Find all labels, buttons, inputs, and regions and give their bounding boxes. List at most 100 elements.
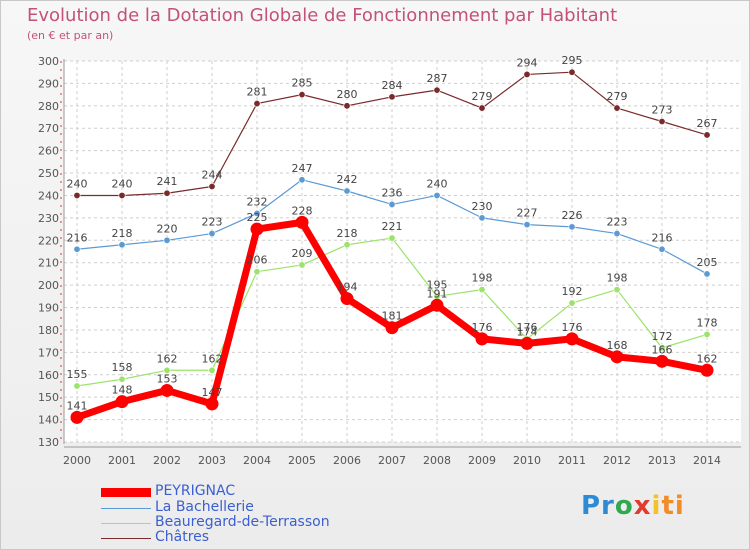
point-peyrignac-2000	[70, 410, 84, 424]
x-tick-label-2008: 2008	[423, 454, 451, 467]
data-label-chatres-2005: 285	[292, 77, 313, 90]
data-label-peyrignac-2002: 153	[157, 372, 178, 385]
legend-swatch-bachellerie	[101, 508, 151, 509]
point-chatres-2010	[523, 70, 531, 78]
point-chatres-2014	[703, 131, 711, 139]
point-peyrignac-2013	[655, 354, 669, 368]
data-label-beauregard-2000: 155	[67, 368, 88, 381]
point-bachellerie-2014	[703, 270, 711, 278]
point-chatres-2005	[298, 91, 306, 99]
data-label-beauregard-2004: 206	[247, 254, 268, 267]
point-chatres-2009	[478, 104, 486, 112]
data-label-beauregard-2009: 198	[472, 272, 493, 285]
point-bachellerie-2002	[163, 236, 171, 244]
data-label-chatres-2004: 281	[247, 86, 268, 99]
legend-swatch-chatres	[101, 538, 151, 539]
point-chatres-2000	[73, 191, 81, 199]
point-beauregard-2005	[298, 261, 306, 269]
x-tick-label-2013: 2013	[648, 454, 676, 467]
data-label-beauregard-2003: 162	[202, 352, 223, 365]
data-label-chatres-2011: 295	[562, 54, 583, 67]
point-bachellerie-2001	[118, 241, 126, 249]
data-label-bachellerie-2003: 223	[202, 216, 223, 229]
y-tick-label-280: 280	[38, 100, 59, 113]
data-label-peyrignac-2004: 225	[247, 211, 268, 224]
y-tick-label-290: 290	[38, 77, 59, 90]
point-peyrignac-2003	[205, 397, 219, 411]
data-label-bachellerie-2011: 226	[562, 209, 583, 222]
data-label-peyrignac-2005: 228	[292, 204, 313, 217]
point-peyrignac-2008	[430, 298, 444, 312]
data-label-beauregard-2012: 198	[607, 272, 628, 285]
x-tick-label-2011: 2011	[558, 454, 586, 467]
point-chatres-2013	[658, 118, 666, 126]
y-tick-label-230: 230	[38, 212, 59, 225]
y-tick-label-170: 170	[38, 346, 59, 359]
point-beauregard-2013	[658, 344, 666, 352]
brand-part-4: i	[651, 491, 662, 521]
point-chatres-2006	[343, 102, 351, 110]
legend-item-beauregard: Beauregard-de-Terrasson	[101, 514, 401, 531]
y-tick-label-130: 130	[38, 436, 59, 449]
data-label-peyrignac-2009: 176	[472, 321, 493, 334]
legend-label-bachellerie: La Bachellerie	[155, 499, 254, 515]
data-label-beauregard-2011: 192	[562, 285, 583, 298]
legend-item-peyrignac: PEYRIGNAC	[101, 483, 401, 500]
data-label-chatres-2012: 279	[607, 90, 628, 103]
data-label-peyrignac-2006: 194	[337, 281, 358, 294]
point-chatres-2003	[208, 183, 216, 191]
data-label-chatres-2010: 294	[517, 56, 538, 69]
point-bachellerie-2013	[658, 245, 666, 253]
y-tick-label-260: 260	[38, 145, 59, 158]
point-beauregard-2012	[613, 286, 621, 294]
point-peyrignac-2005	[295, 215, 309, 229]
point-peyrignac-2004	[250, 222, 264, 236]
data-label-chatres-2002: 241	[157, 175, 178, 188]
data-label-beauregard-2001: 158	[112, 361, 133, 374]
data-label-chatres-2006: 280	[337, 88, 358, 101]
brand-part-1: Pr	[581, 491, 615, 521]
data-label-bachellerie-2012: 223	[607, 216, 628, 229]
y-tick-label-300: 300	[38, 55, 59, 68]
data-label-chatres-2014: 267	[697, 117, 718, 130]
data-label-peyrignac-2007: 181	[382, 310, 403, 323]
point-peyrignac-2010	[520, 336, 534, 350]
data-label-bachellerie-2006: 242	[337, 173, 358, 186]
y-tick-label-210: 210	[38, 257, 59, 270]
point-beauregard-2001	[118, 375, 126, 383]
x-tick-label-2005: 2005	[288, 454, 316, 467]
x-tick-label-2014: 2014	[693, 454, 721, 467]
chart-subtitle: (en € et par an)	[27, 29, 114, 42]
data-label-peyrignac-2014: 162	[697, 352, 718, 365]
data-label-chatres-2001: 240	[112, 177, 133, 190]
brand-part-2: o	[614, 491, 634, 521]
y-tick-label-250: 250	[38, 167, 59, 180]
data-label-bachellerie-2000: 216	[67, 231, 88, 244]
legend-swatch-peyrignac	[101, 488, 151, 497]
point-peyrignac-2012	[610, 350, 624, 364]
point-chatres-2007	[388, 93, 396, 101]
data-label-beauregard-2002: 162	[157, 352, 178, 365]
x-tick-label-2000: 2000	[63, 454, 91, 467]
point-bachellerie-2007	[388, 200, 396, 208]
x-tick-label-2012: 2012	[603, 454, 631, 467]
legend-label-chatres: Châtres	[155, 529, 210, 545]
data-label-bachellerie-2002: 220	[157, 222, 178, 235]
data-label-beauregard-2005: 209	[292, 247, 313, 260]
y-tick-label-190: 190	[38, 302, 59, 315]
data-label-beauregard-2010: 176	[517, 321, 538, 334]
data-label-bachellerie-2013: 216	[652, 231, 673, 244]
point-beauregard-2011	[568, 299, 576, 307]
x-tick-label-2010: 2010	[513, 454, 541, 467]
data-label-bachellerie-2010: 227	[517, 207, 538, 220]
point-chatres-2002	[163, 189, 171, 197]
point-beauregard-2004	[253, 268, 261, 276]
data-label-bachellerie-2014: 205	[697, 256, 718, 269]
x-tick-label-2007: 2007	[378, 454, 406, 467]
data-label-chatres-2003: 244	[202, 169, 223, 182]
data-label-bachellerie-2004: 232	[247, 195, 268, 208]
y-tick-label-270: 270	[38, 122, 59, 135]
data-label-beauregard-2007: 221	[382, 220, 403, 233]
